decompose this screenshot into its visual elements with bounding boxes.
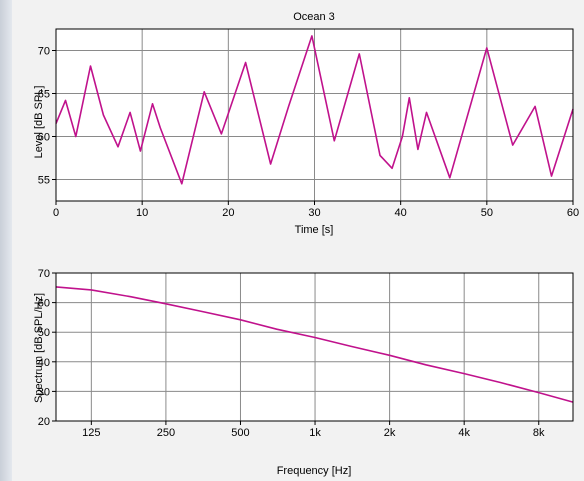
chart-title: Ocean 3 (293, 11, 335, 23)
x-tick-label: 1k (309, 427, 321, 439)
y-tick-label: 65 (38, 89, 50, 101)
y-tick-label: 20 (38, 416, 50, 428)
x-tick-label: 2k (384, 427, 396, 439)
x-tick-label: 125 (82, 427, 100, 439)
x-tick-label: 20 (222, 207, 234, 219)
window-edge (0, 0, 12, 481)
y-axis-label-level: Level [dB SPL] (33, 86, 45, 159)
y-tick-label: 30 (38, 386, 50, 398)
x-tick-label: 0 (53, 207, 59, 219)
x-tick-label: 30 (308, 207, 320, 219)
y-tick-label: 50 (38, 327, 50, 339)
chart-1: 0 10 20 30 40 50 60 55 60 65 70 (38, 28, 579, 219)
series-line (55, 286, 574, 403)
x-tick-label: 10 (136, 207, 148, 219)
plot-area (56, 273, 573, 421)
plot-frame (55, 28, 574, 202)
y-tick-label: 60 (38, 132, 50, 144)
y-tick-label: 60 (38, 298, 50, 310)
series-line (55, 35, 574, 185)
x-tick-label: 4k (458, 427, 470, 439)
x-tick-label: 8k (533, 427, 545, 439)
y-tick-label: 70 (38, 46, 50, 58)
x-tick-label: 60 (567, 207, 579, 219)
y-axis-label-spectrum: Spectrum [dB SPL/Hz] (33, 293, 45, 403)
y-tick-label: 55 (38, 175, 50, 187)
x-axis-label-frequency: Frequency [Hz] (277, 465, 352, 477)
plot-frame (55, 272, 574, 422)
x-tick-label: 40 (395, 207, 407, 219)
chart-2: 125 250 500 1k 2k 4k 8k 20 30 40 50 60 70 (38, 268, 574, 439)
x-axis-label-time: Time [s] (295, 224, 334, 236)
x-tick-label: 250 (157, 427, 175, 439)
y-tick-label: 70 (38, 268, 50, 280)
x-tick-label: 50 (481, 207, 493, 219)
y-tick-label: 40 (38, 357, 50, 369)
x-tick-label: 500 (231, 427, 249, 439)
